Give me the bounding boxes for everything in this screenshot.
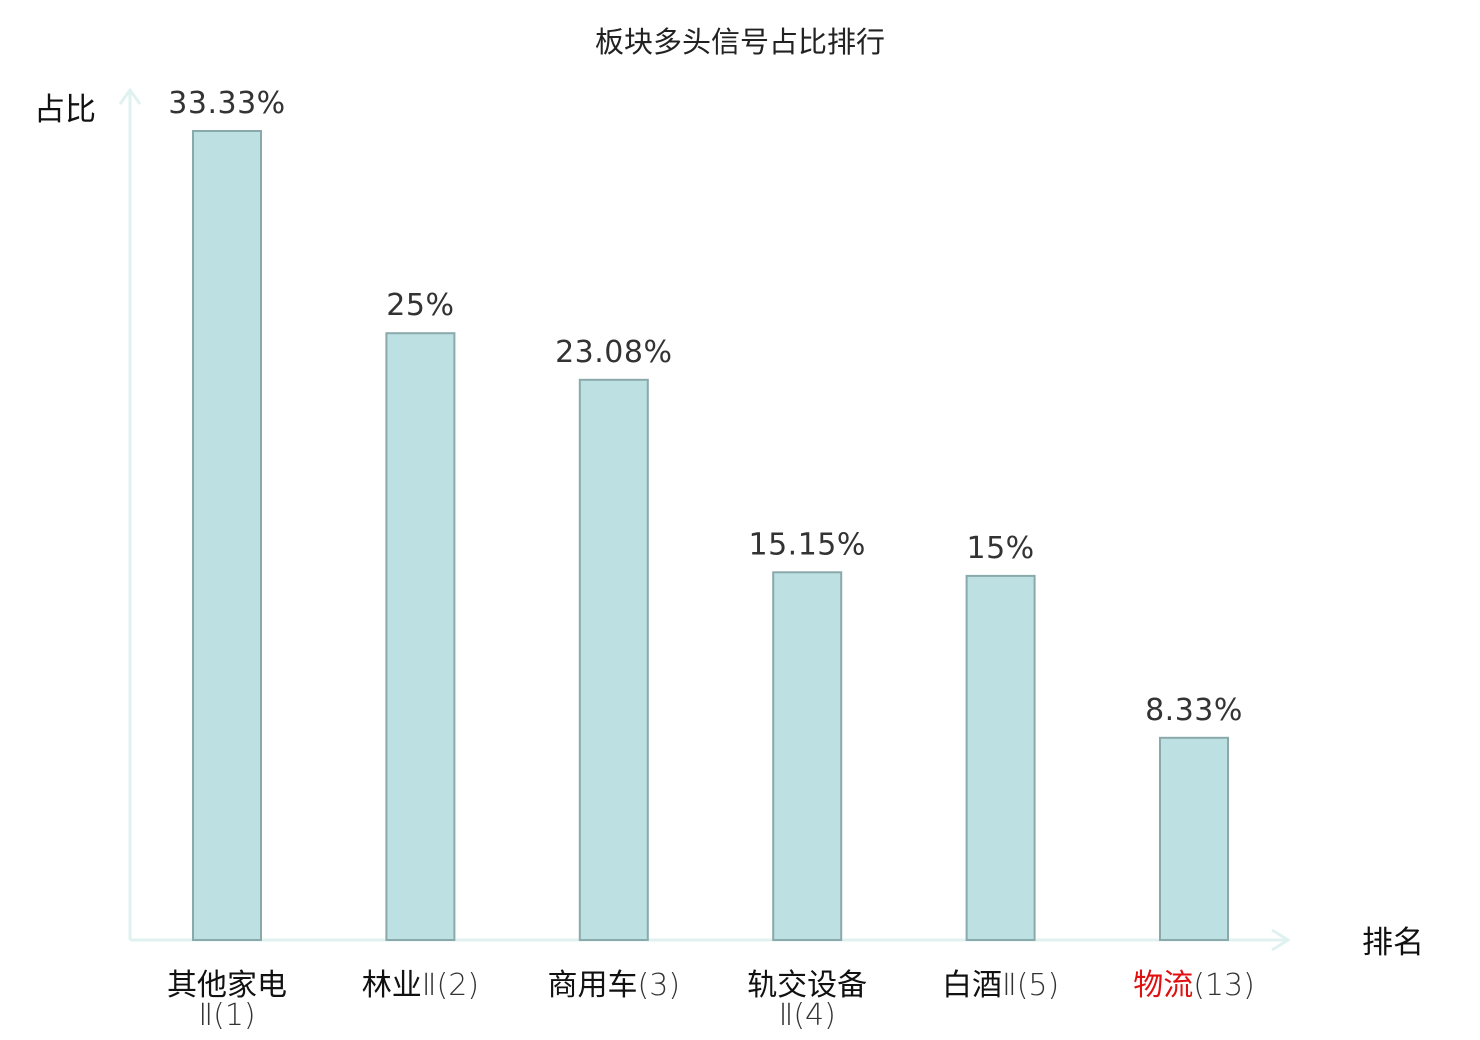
x-tick-rank: (3) — [638, 968, 681, 1003]
value-labels-group: 33.33% 25% 23.08% 15.15% 15% 8.33% — [168, 86, 1243, 728]
data-label: 25% — [386, 288, 454, 323]
x-axis-arrow-icon — [1271, 928, 1291, 952]
x-tick-name: 白酒 — [942, 968, 1002, 1003]
bars-group — [192, 130, 1229, 942]
y-axis-arrow-icon — [118, 87, 142, 105]
x-tick-name: 物流 — [1133, 968, 1193, 1003]
y-axis: 占比 — [34, 87, 142, 940]
chart-title: 板块多头信号占比排行 — [595, 25, 885, 59]
data-label: 23.08% — [555, 335, 672, 370]
bar — [965, 574, 1036, 942]
x-tick-label: 林业Ⅱ(2) — [362, 968, 479, 1003]
x-tick-label: 其他家电 — [167, 968, 287, 1003]
bar — [578, 378, 649, 941]
x-tick-name: 商用车 — [548, 968, 638, 1003]
data-label: 15.15% — [749, 527, 866, 562]
data-label: 8.33% — [1145, 693, 1243, 728]
x-tick-rank: Ⅱ(4) — [779, 998, 836, 1033]
x-tick-name: 林业 — [362, 968, 422, 1003]
x-tick-label: 商用车(3) — [548, 968, 681, 1003]
x-tick-rank: (13) — [1193, 968, 1255, 1003]
bar — [1159, 736, 1229, 941]
y-axis-label: 占比 — [34, 92, 96, 128]
x-tick-label: 白酒Ⅱ(5) — [942, 968, 1059, 1003]
x-axis: 排名 — [130, 925, 1424, 961]
bar — [772, 571, 843, 941]
x-tick-rank: Ⅱ(2) — [422, 968, 479, 1003]
x-tick-label: 轨交设备 — [747, 968, 867, 1003]
x-axis-label: 排名 — [1362, 925, 1424, 961]
bar — [192, 130, 262, 941]
x-tick-label: 物流(13) — [1133, 968, 1255, 1003]
data-label: 15% — [967, 531, 1035, 566]
bar — [385, 332, 456, 941]
x-tick-rank: Ⅱ(5) — [1002, 968, 1059, 1003]
data-label: 33.33% — [168, 86, 285, 121]
x-tick-rank: Ⅱ(1) — [198, 998, 255, 1033]
